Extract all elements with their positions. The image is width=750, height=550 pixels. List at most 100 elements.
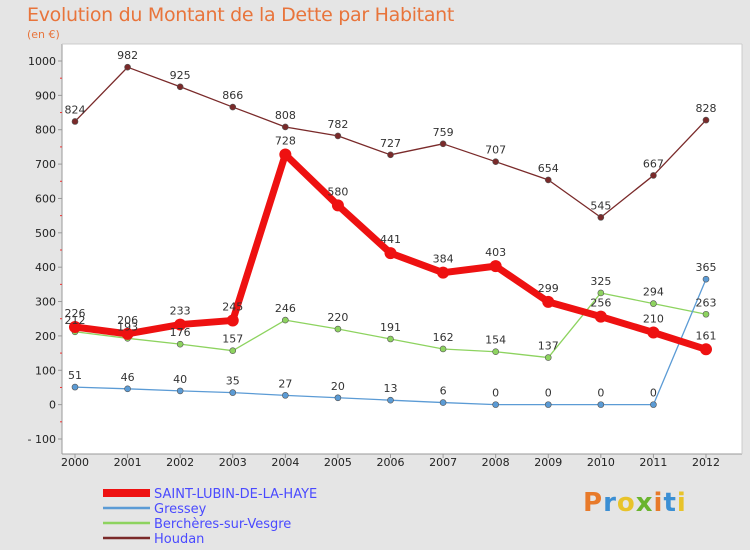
data-point — [492, 348, 499, 356]
data-point — [702, 116, 710, 124]
data-label: 245 — [222, 300, 243, 313]
x-tick-label: 2011 — [639, 456, 667, 469]
data-point — [176, 340, 184, 348]
data-point — [279, 148, 292, 161]
data-label: 193 — [117, 320, 138, 333]
data-label: 46 — [121, 371, 135, 384]
data-label: 728 — [275, 134, 296, 147]
data-label: 13 — [384, 382, 398, 395]
legend: SAINT-LUBIN-DE-LA-HAYEGresseyBerchères-s… — [103, 487, 317, 547]
data-label: 0 — [545, 387, 552, 400]
data-point — [71, 118, 79, 125]
y-tick-label: - 100 — [28, 433, 56, 446]
data-point — [334, 132, 342, 140]
data-label: 707 — [485, 144, 506, 157]
data-labels: 824 982 925 866 808 782 727 759 707 654 545 667 828 2… — [65, 49, 717, 399]
data-point — [489, 260, 502, 273]
data-label: 365 — [696, 261, 717, 274]
data-point — [702, 310, 710, 318]
data-label: 27 — [278, 377, 292, 390]
data-label: 137 — [538, 340, 559, 353]
data-point — [387, 335, 394, 343]
data-label: 6 — [440, 385, 447, 398]
data-label: 782 — [327, 118, 348, 131]
data-point — [437, 266, 450, 279]
data-point — [439, 399, 447, 406]
y-tick-label: 200 — [35, 330, 56, 343]
data-point — [176, 387, 184, 395]
x-tick-label: 2008 — [482, 456, 510, 469]
data-label: 294 — [643, 286, 664, 299]
x-tick-label: 2010 — [587, 456, 615, 469]
x-tick-label: 2001 — [114, 456, 142, 469]
data-point — [439, 140, 447, 148]
data-point — [331, 199, 344, 212]
y-tick-label: 400 — [35, 261, 56, 274]
x-tick-label: 2012 — [692, 456, 720, 469]
data-label: 727 — [380, 137, 401, 150]
data-point — [124, 385, 131, 393]
data-label: 828 — [696, 102, 717, 115]
data-point — [492, 158, 499, 165]
data-label: 0 — [650, 387, 657, 400]
data-point — [597, 401, 605, 408]
data-point — [650, 401, 657, 408]
data-label: 220 — [327, 311, 348, 324]
data-point — [544, 176, 552, 184]
x-tick-label: 2000 — [61, 456, 89, 469]
data-point — [334, 394, 342, 402]
data-label: 667 — [643, 157, 664, 170]
data-label: 0 — [597, 387, 604, 400]
data-point — [334, 325, 342, 333]
data-point — [387, 151, 394, 159]
data-point — [121, 327, 134, 340]
data-label: 176 — [170, 326, 191, 339]
data-label: 20 — [331, 380, 345, 393]
series-layer — [69, 63, 712, 408]
data-label: 157 — [222, 333, 243, 346]
data-point — [544, 354, 552, 361]
data-point — [384, 247, 397, 260]
chart-title: Evolution du Montant de la Dette par Hab… — [27, 4, 455, 26]
data-point — [597, 289, 605, 297]
data-label: 545 — [590, 199, 611, 212]
data-label: 808 — [275, 109, 296, 122]
x-tick-label: 2003 — [219, 456, 247, 469]
data-label: 191 — [380, 321, 401, 334]
data-label: 441 — [380, 233, 401, 246]
data-label: 154 — [485, 334, 506, 347]
data-label: 246 — [275, 302, 296, 315]
data-label: 51 — [68, 369, 82, 382]
data-label: 384 — [433, 253, 454, 266]
y-tick-label: 800 — [35, 124, 56, 137]
data-point — [229, 389, 237, 396]
data-point — [282, 123, 289, 131]
brand-logo-letter: r — [603, 488, 617, 518]
y-tick-label: 900 — [35, 89, 56, 102]
brand-logo-letter: t — [663, 488, 677, 518]
data-point — [594, 310, 607, 323]
data-point — [176, 83, 184, 91]
data-point — [226, 314, 239, 327]
y-tick-label: 300 — [35, 296, 56, 309]
data-label: 40 — [173, 373, 187, 386]
brand-logo-letter: x — [635, 488, 654, 518]
brand-logo-letter: P — [583, 488, 604, 518]
data-label: 0 — [492, 387, 499, 400]
y-tick-label: 0 — [49, 399, 56, 412]
data-label: 982 — [117, 49, 138, 62]
data-point — [124, 63, 131, 71]
data-label: 233 — [170, 305, 191, 318]
y-tick-label: 600 — [35, 192, 56, 205]
data-label: 263 — [696, 296, 717, 309]
data-label: 866 — [222, 89, 243, 102]
legend-label: SAINT-LUBIN-DE-LA-HAYE — [154, 487, 317, 502]
y-tick-label: 700 — [35, 158, 56, 171]
data-point — [229, 347, 237, 354]
plot-area — [62, 44, 742, 454]
data-point — [542, 295, 555, 308]
data-point — [597, 214, 605, 221]
data-label: 759 — [433, 126, 454, 139]
data-point — [174, 318, 187, 331]
